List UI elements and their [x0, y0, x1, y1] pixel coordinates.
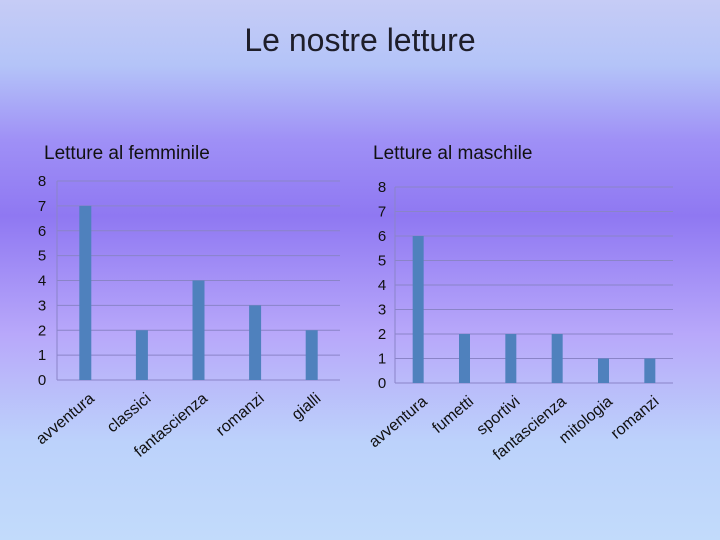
- maschile-bar-mitologia: [598, 358, 609, 383]
- femminile-bar-avventura: [79, 205, 92, 380]
- maschile-category-label: fumetti: [429, 393, 477, 437]
- maschile-y-tick-label: 4: [378, 277, 386, 294]
- femminile-bar-romanzi: [249, 305, 262, 380]
- chart-title-maschile: Letture al maschile: [373, 143, 533, 164]
- femminile-y-tick-label: 0: [38, 372, 46, 389]
- maschile-bar-fumetti: [459, 334, 470, 383]
- femminile-bar-fantascienza: [192, 280, 205, 380]
- slide-title: Le nostre letture: [244, 22, 476, 58]
- femminile-y-tick-label: 5: [38, 248, 46, 265]
- maschile-bar-fantascienza: [551, 334, 563, 383]
- maschile-bar-romanzi: [644, 358, 656, 383]
- femminile-y-tick-label: 8: [38, 173, 46, 190]
- maschile-category-label: romanzi: [608, 393, 663, 443]
- femminile-y-tick-label: 6: [38, 223, 46, 240]
- maschile-y-tick-label: 0: [378, 375, 386, 392]
- femminile-y-tick-label: 2: [38, 322, 46, 339]
- chart-title-femminile: Letture al femminile: [44, 143, 210, 164]
- maschile-bar-sportivi: [505, 334, 517, 383]
- femminile-bar-classici: [135, 330, 148, 380]
- maschile-y-tick-label: 5: [378, 253, 386, 270]
- femminile-y-tick-label: 3: [38, 297, 46, 314]
- maschile-y-tick-label: 1: [378, 351, 386, 368]
- femminile-y-tick-label: 7: [38, 198, 46, 215]
- femminile-y-tick-label: 1: [38, 347, 46, 364]
- maschile-bar-avventura: [412, 236, 424, 383]
- femminile-bar-gialli: [305, 330, 318, 380]
- maschile-y-tick-label: 3: [378, 302, 386, 319]
- femminile-y-tick-label: 4: [38, 273, 46, 290]
- maschile-y-tick-label: 7: [378, 204, 386, 221]
- maschile-y-tick-label: 6: [378, 228, 386, 245]
- maschile-category-label: avventura: [366, 393, 431, 451]
- maschile-y-tick-label: 8: [378, 179, 386, 196]
- maschile-y-tick-label: 2: [378, 326, 386, 343]
